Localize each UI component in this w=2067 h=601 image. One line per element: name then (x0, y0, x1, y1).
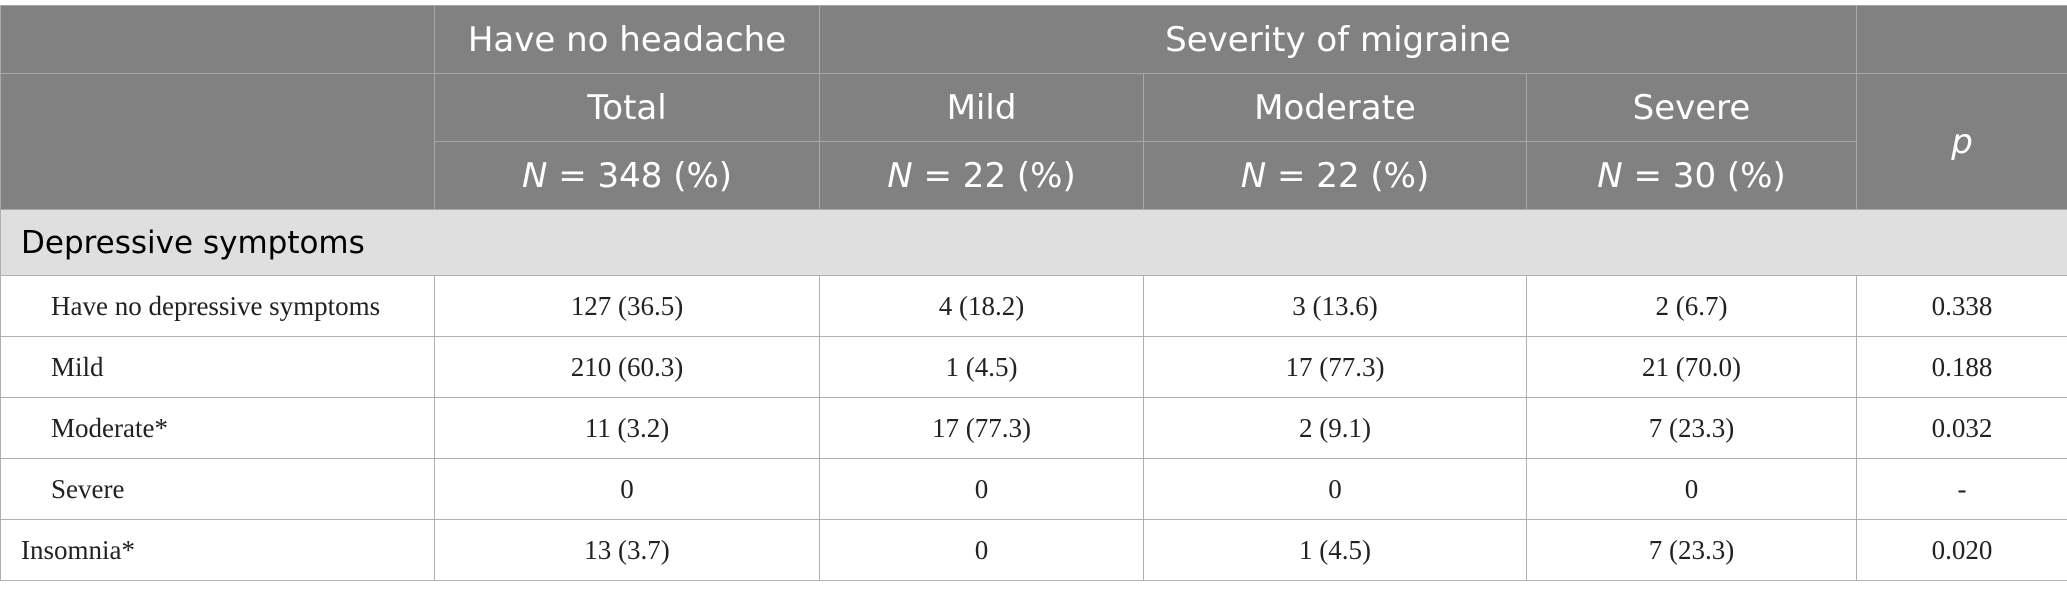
cell: 0 (434, 458, 820, 520)
cell: 7 (23.3) (1526, 519, 1857, 581)
header-cell (1856, 5, 2067, 74)
p-label: p (1951, 121, 1973, 162)
header-cell: Severity of migraine (819, 5, 1857, 74)
data-table: Have no headache Severity of migraine To… (0, 5, 2067, 581)
header-cell: N = 22 (%) (1143, 141, 1527, 210)
cell: - (1856, 458, 2067, 520)
cell: 0.188 (1856, 336, 2067, 398)
section-label: Depressive symptoms (0, 209, 2067, 276)
cell: 0.032 (1856, 397, 2067, 459)
header-cell: p (1856, 73, 2067, 210)
cell: 17 (77.3) (819, 397, 1144, 459)
header-cell: N = 348 (%) (434, 141, 820, 210)
table-row: Insomnia* 13 (3.7) 0 1 (4.5) 7 (23.3) 0.020 (0, 519, 2067, 581)
page: Have no headache Severity of migraine To… (0, 5, 2067, 601)
cell: 4 (18.2) (819, 275, 1144, 337)
n-text: = 348 (%) (547, 155, 733, 196)
header-cell: Severe (1526, 73, 1857, 142)
n-symbol: N (521, 155, 548, 196)
header-cell: N = 22 (%) (819, 141, 1144, 210)
table-row: Moderate* 11 (3.2) 17 (77.3) 2 (9.1) 7 (23.3… (0, 397, 2067, 459)
cell: 0 (1143, 458, 1527, 520)
cell: 0.338 (1856, 275, 2067, 337)
header-cell: Moderate (1143, 73, 1527, 142)
cell: 2 (9.1) (1143, 397, 1527, 459)
table-row: Mild 210 (60.3) 1 (4.5) 17 (77.3) 21 (70.0) 0… (0, 336, 2067, 398)
header-cell (0, 73, 435, 210)
header-cell: Mild (819, 73, 1144, 142)
cell: 127 (36.5) (434, 275, 820, 337)
section-row: Depressive symptoms (0, 209, 2067, 276)
cell: 13 (3.7) (434, 519, 820, 581)
cell: 1 (4.5) (819, 336, 1144, 398)
cell: 1 (4.5) (1143, 519, 1527, 581)
table-header: Have no headache Severity of migraine To… (0, 5, 2067, 210)
cell: 2 (6.7) (1526, 275, 1857, 337)
header-cell: Have no headache (434, 5, 820, 74)
row-label: Mild (0, 336, 435, 398)
cell: 17 (77.3) (1143, 336, 1527, 398)
cell: 21 (70.0) (1526, 336, 1857, 398)
cell: 7 (23.3) (1526, 397, 1857, 459)
n-symbol: N (887, 155, 913, 196)
cell: 0.020 (1856, 519, 2067, 581)
n-text: = 30 (%) (1622, 155, 1786, 196)
cell: 0 (819, 519, 1144, 581)
header-cell (0, 5, 435, 74)
header-cell: Total (434, 73, 820, 142)
n-symbol: N (1597, 155, 1623, 196)
cell: 3 (13.6) (1143, 275, 1527, 337)
table-row: Have no depressive symptoms 127 (36.5) 4 (… (0, 275, 2067, 337)
header-cell: N = 30 (%) (1526, 141, 1857, 210)
cell: 11 (3.2) (434, 397, 820, 459)
row-label: Moderate* (0, 397, 435, 459)
n-symbol: N (1240, 155, 1267, 196)
row-label: Insomnia* (0, 519, 435, 581)
n-text: = 22 (%) (1266, 155, 1430, 196)
n-text: = 22 (%) (912, 155, 1076, 196)
table-row: Severe 0 0 0 0- (0, 458, 2067, 520)
cell: 210 (60.3) (434, 336, 820, 398)
cell: 0 (819, 458, 1144, 520)
cell: 0 (1526, 458, 1857, 520)
row-label: Have no depressive symptoms (0, 275, 435, 337)
row-label: Severe (0, 458, 435, 520)
